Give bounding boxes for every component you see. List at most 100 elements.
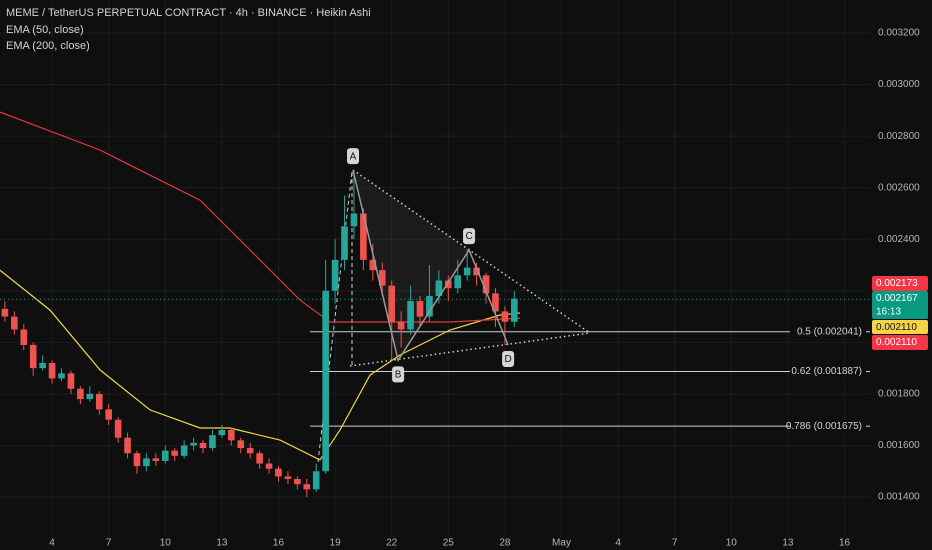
price-badge-label: 0.002173 bbox=[876, 278, 918, 289]
candle-body bbox=[369, 259, 377, 271]
candle-body bbox=[350, 213, 358, 227]
price-badge-label: 0.002110 bbox=[876, 337, 917, 348]
pattern-label: D bbox=[504, 354, 511, 365]
price-badge bbox=[872, 291, 928, 319]
candle-body bbox=[416, 301, 424, 317]
candle-body bbox=[492, 293, 499, 312]
x-tick-label: 16 bbox=[273, 538, 285, 549]
level-label-bg bbox=[790, 419, 870, 434]
candle-body bbox=[95, 393, 103, 410]
y-tick-label: 0.003000 bbox=[878, 79, 920, 90]
price-badge-label: 0.002110 bbox=[876, 322, 917, 333]
candle-body bbox=[86, 393, 94, 400]
pattern-label-box bbox=[502, 350, 515, 367]
candle-body bbox=[1, 308, 9, 317]
candle-body bbox=[435, 280, 443, 296]
candle-body bbox=[20, 329, 28, 345]
x-tick-label: 4 bbox=[49, 538, 55, 549]
y-tick-label: 0.001400 bbox=[878, 492, 920, 503]
x-tick-label: 13 bbox=[782, 538, 794, 549]
candle-body bbox=[39, 362, 46, 369]
ema-line bbox=[0, 111, 521, 323]
pattern-label-box bbox=[392, 366, 405, 383]
candle-body bbox=[218, 430, 226, 436]
legend-entry: EMA (50, close) bbox=[6, 24, 84, 36]
price-badge bbox=[872, 276, 928, 291]
y-tick-label: 0.002400 bbox=[878, 234, 920, 245]
candle-body bbox=[11, 316, 18, 330]
x-tick-label: 25 bbox=[443, 538, 455, 549]
candle-body bbox=[501, 311, 509, 322]
candle-body bbox=[256, 453, 263, 464]
countdown: 16:13 bbox=[876, 307, 901, 318]
candle-body bbox=[114, 419, 122, 438]
candle-body bbox=[237, 440, 245, 449]
candle-body bbox=[426, 295, 433, 317]
grid bbox=[0, 0, 870, 537]
price-badge bbox=[872, 320, 928, 334]
candle-body bbox=[312, 471, 320, 490]
x-tick-label: 16 bbox=[839, 538, 851, 549]
candle-body bbox=[482, 275, 490, 294]
pattern-label: C bbox=[465, 231, 472, 242]
candle-body bbox=[48, 362, 56, 379]
price-badge bbox=[872, 335, 928, 350]
time-axis bbox=[0, 537, 932, 550]
candle-body bbox=[29, 344, 37, 369]
y-tick-label: 0.001600 bbox=[878, 440, 920, 451]
candle-body bbox=[511, 298, 518, 322]
candle-body bbox=[360, 213, 367, 260]
candle-body bbox=[303, 484, 311, 490]
candle-body bbox=[463, 267, 471, 276]
candle-body bbox=[388, 285, 395, 322]
x-tick-label: 22 bbox=[386, 538, 398, 549]
candle-body bbox=[124, 437, 131, 454]
candle-body bbox=[454, 275, 462, 289]
candle-body bbox=[58, 373, 65, 379]
candle-body bbox=[152, 458, 160, 461]
candle-body bbox=[397, 321, 405, 330]
triangle-top bbox=[352, 169, 591, 334]
y-tick-label: 0.001800 bbox=[878, 389, 920, 400]
candle-body bbox=[199, 442, 207, 449]
pattern-fill bbox=[353, 170, 470, 361]
candle-body bbox=[284, 476, 292, 479]
level-label-bg bbox=[790, 324, 870, 339]
candle-body bbox=[331, 259, 339, 291]
pattern-line bbox=[352, 169, 509, 363]
candle-body bbox=[407, 301, 414, 330]
pattern-label: B bbox=[395, 370, 402, 381]
x-tick-label: 7 bbox=[106, 538, 112, 549]
candle-body bbox=[133, 453, 141, 467]
candle-body bbox=[190, 442, 197, 446]
candle-body bbox=[265, 463, 273, 469]
candle-body bbox=[322, 290, 329, 472]
pattern-label-box bbox=[347, 148, 360, 165]
x-tick-label: 28 bbox=[499, 538, 511, 549]
candle-body bbox=[246, 448, 254, 454]
candle-body bbox=[143, 458, 150, 467]
y-tick-label: 0.002800 bbox=[878, 131, 920, 142]
candle-body bbox=[67, 373, 75, 389]
y-tick-label: 0.002600 bbox=[878, 182, 920, 193]
plot: 0.5 (0.002041) 0.62 (0.001887) 0.786 (0.00… bbox=[0, 111, 871, 498]
candle-body bbox=[294, 478, 301, 485]
candle-body bbox=[378, 270, 386, 286]
level-label: 0.5 (0.002041) bbox=[797, 326, 862, 337]
axes: 0.0014000.0016000.0018000.0020000.002200… bbox=[49, 28, 928, 549]
candle-body bbox=[228, 430, 235, 441]
x-tick-label: 7 bbox=[672, 538, 678, 549]
candle-body bbox=[209, 435, 216, 449]
candle-body bbox=[105, 409, 112, 420]
x-tick-label: 10 bbox=[160, 538, 172, 549]
price-axis bbox=[870, 0, 932, 550]
candle-body bbox=[275, 468, 282, 477]
candle-body bbox=[171, 450, 179, 456]
candle-body bbox=[341, 226, 348, 260]
pattern-label-box bbox=[463, 228, 476, 245]
x-tick-label: 4 bbox=[615, 538, 621, 549]
pattern-label: A bbox=[350, 151, 357, 162]
chart-title: MEME / TetherUS PERPETUAL CONTRACT · 4h … bbox=[6, 7, 371, 19]
legend-entry: EMA (200, close) bbox=[6, 40, 90, 52]
